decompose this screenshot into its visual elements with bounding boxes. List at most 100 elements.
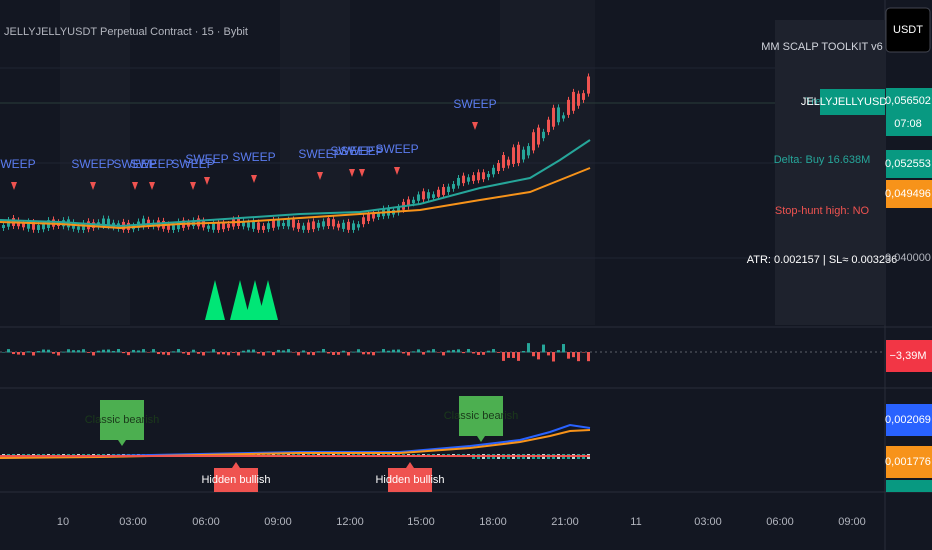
candle-body bbox=[257, 222, 260, 230]
candle-body bbox=[222, 223, 225, 230]
candle-body bbox=[307, 222, 310, 230]
volume-bar bbox=[67, 349, 70, 353]
volume-bar bbox=[452, 349, 455, 353]
ema-slow-price: 0,049496 bbox=[885, 188, 931, 200]
candle-body bbox=[337, 223, 340, 228]
panel-title: MM SCALP TOOLKIT v6 bbox=[761, 41, 882, 53]
candle-body bbox=[452, 184, 455, 189]
sweep-arrow bbox=[394, 167, 400, 175]
volume-bar bbox=[47, 349, 50, 353]
volume-bar bbox=[417, 349, 420, 353]
currency-label[interactable]: USDT bbox=[893, 24, 923, 36]
volume-bar bbox=[412, 351, 415, 353]
candle-body bbox=[552, 107, 555, 127]
candle-body bbox=[502, 155, 505, 168]
volume-bar bbox=[427, 350, 430, 353]
volume-bar bbox=[552, 352, 555, 362]
volume-bar bbox=[277, 349, 280, 353]
divergence-box bbox=[388, 468, 432, 492]
ema-fast-tag bbox=[886, 150, 932, 178]
candle-body bbox=[522, 149, 525, 160]
volume-bar bbox=[247, 349, 250, 353]
volume-bar bbox=[27, 351, 30, 353]
volume-bar bbox=[462, 352, 465, 354]
candle-body bbox=[457, 177, 460, 186]
last-price: 0,056502 bbox=[885, 95, 931, 107]
volume-bar bbox=[557, 350, 560, 353]
candle-body bbox=[277, 219, 280, 227]
sweep-arrow bbox=[132, 182, 138, 190]
candle-body bbox=[197, 218, 200, 227]
sweep-arrow bbox=[11, 182, 17, 190]
candle-body bbox=[207, 225, 210, 229]
candle-body bbox=[332, 219, 335, 227]
volume-bar bbox=[107, 349, 110, 353]
sweep-arrow bbox=[204, 177, 210, 185]
osc-orange-tag bbox=[886, 446, 932, 478]
volume-bar bbox=[52, 352, 55, 354]
volume-bar bbox=[62, 351, 65, 353]
candle-body bbox=[357, 224, 360, 228]
candle-body bbox=[422, 191, 425, 200]
volume-bar bbox=[267, 351, 270, 353]
sweep-arrow bbox=[349, 169, 355, 177]
volume-bar bbox=[222, 352, 225, 355]
volume-bar bbox=[397, 349, 400, 353]
volume-bar bbox=[362, 352, 365, 355]
volume-bar bbox=[307, 352, 310, 355]
candle-body bbox=[412, 199, 415, 204]
sweep-arrow bbox=[149, 182, 155, 190]
volume-bar bbox=[122, 352, 125, 354]
volume-bar bbox=[242, 350, 245, 353]
candle-body bbox=[242, 221, 245, 227]
volume-bar bbox=[342, 350, 345, 353]
volume-bar bbox=[432, 349, 435, 353]
volume-bar bbox=[37, 351, 40, 353]
volume-bar bbox=[507, 352, 510, 358]
grid bbox=[0, 67, 885, 259]
ticker-label: JELLYJELLYUSDT.P bbox=[801, 96, 903, 108]
sweep-label: SWEEP bbox=[113, 157, 156, 171]
volume-bar bbox=[252, 349, 255, 353]
candle-body bbox=[322, 221, 325, 227]
candle-body bbox=[102, 218, 105, 227]
volume-bar bbox=[237, 352, 240, 356]
candle-body bbox=[217, 221, 220, 230]
sweep-label: SWEEP bbox=[171, 157, 214, 171]
candle-body bbox=[487, 173, 490, 178]
volume-bar bbox=[212, 349, 215, 353]
sweep-arrow bbox=[317, 172, 323, 180]
time-axis-label: 09:00 bbox=[838, 516, 866, 528]
volume-bar bbox=[422, 352, 425, 355]
currency-button[interactable] bbox=[885, 7, 931, 53]
candle-body bbox=[482, 172, 485, 180]
signal-triangles bbox=[205, 280, 278, 320]
candle-body bbox=[352, 223, 355, 230]
candle-body bbox=[407, 199, 410, 207]
volume-bar bbox=[202, 352, 205, 356]
volume-bar bbox=[187, 352, 190, 355]
time-axis-label: 06:00 bbox=[192, 516, 220, 528]
candle-body bbox=[297, 223, 300, 229]
candle-body bbox=[437, 189, 440, 197]
volume-bar bbox=[132, 349, 135, 353]
volume-bar bbox=[7, 349, 10, 353]
candle-body bbox=[517, 144, 520, 164]
divergence-box bbox=[100, 400, 144, 440]
volume-bar bbox=[487, 350, 490, 353]
volume-bar bbox=[402, 352, 405, 354]
candle-body bbox=[417, 194, 420, 201]
divergence-label: Hidden bullish bbox=[375, 474, 444, 486]
divergence-pointer bbox=[118, 440, 126, 446]
candle-body bbox=[447, 186, 450, 193]
sweep-arrow bbox=[472, 122, 478, 130]
volume-bar bbox=[197, 352, 200, 354]
candle-body bbox=[442, 187, 445, 195]
candle-body bbox=[302, 225, 305, 230]
time-axis-label: 03:00 bbox=[694, 516, 722, 528]
sweep-label: SWEEP bbox=[130, 157, 173, 171]
divergence-label: Classic bearish bbox=[85, 414, 160, 426]
sweep-label: SWEEP bbox=[298, 147, 341, 161]
candle-body bbox=[492, 167, 495, 175]
volume-bar bbox=[117, 349, 120, 353]
